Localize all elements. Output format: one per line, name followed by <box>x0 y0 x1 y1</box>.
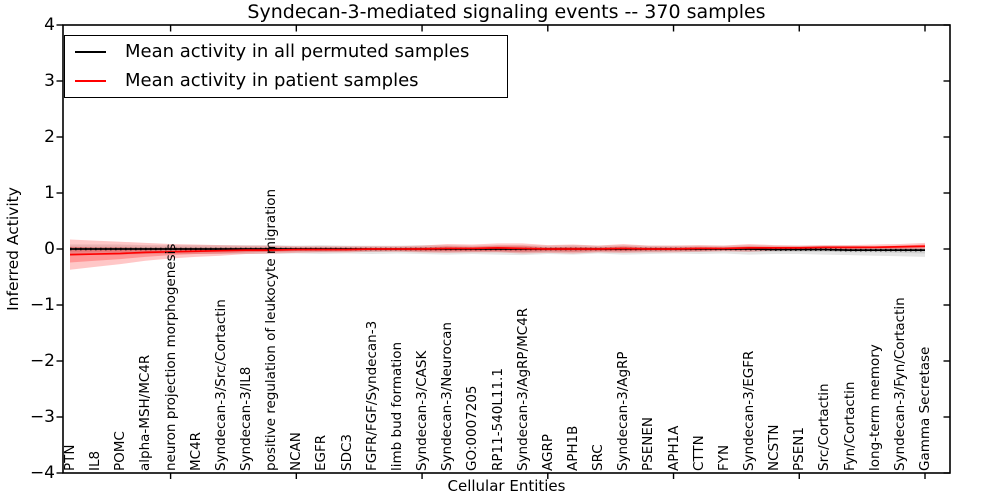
x-tick-label: PSEN1 <box>791 427 808 471</box>
legend-line-sample <box>75 80 106 83</box>
y-tick-label: 4 <box>44 15 55 35</box>
x-tick-label: Syndecan-3/AgRP/MC4R <box>514 307 531 471</box>
x-tick-label: IL8 <box>87 450 104 471</box>
x-tick-label: PTN <box>62 444 78 472</box>
legend-label: Mean activity in all permuted samples <box>125 40 470 62</box>
x-tick-label: POMC <box>112 431 129 471</box>
x-tick-label: AGRP <box>539 434 556 471</box>
y-tick-label: 3 <box>44 71 55 91</box>
x-tick-label: RP11-540L11.1 <box>489 368 506 471</box>
x-tick-label: SDC3 <box>338 434 355 471</box>
x-tick-label: Syndecan-3/AgRP <box>615 351 632 471</box>
x-tick-label: FGFR/FGF/Syndecan-3 <box>363 320 380 471</box>
x-tick-label: limb bud formation <box>388 341 405 471</box>
x-tick-label: CTTN <box>690 435 707 471</box>
legend-entry: Mean activity in patient samples <box>65 68 507 95</box>
x-tick-label: neuron projection morphogenesis <box>162 243 179 471</box>
x-tick-label: Syndecan-3/IL8 <box>238 366 255 471</box>
y-tick-label: 0 <box>44 239 55 259</box>
x-tick-label: Fyn/Cortactin <box>841 381 858 471</box>
y-tick-label: 1 <box>44 183 55 203</box>
chart-title: Syndecan-3-mediated signaling events -- … <box>247 1 766 23</box>
patient-samples-outer-band <box>70 239 925 270</box>
legend-entry: Mean activity in all permuted samples <box>65 38 507 65</box>
x-tick-label: Syndecan-3/Src/Cortactin <box>212 299 229 471</box>
mean-activity-in-all-permuted-samples-line <box>70 248 925 251</box>
legend-label: Mean activity in patient samples <box>125 70 419 92</box>
legend: Mean activity in all permuted samples Mea… <box>64 35 508 98</box>
x-tick-label: PSENEN <box>640 417 657 471</box>
x-tick-label: EGFR <box>313 434 330 471</box>
x-tick-label: SRC <box>590 444 607 471</box>
x-tick-label: Src/Cortactin <box>816 383 833 471</box>
x-tick-label: alpha-MSH/MC4R <box>137 354 154 471</box>
legend-line-sample <box>75 50 106 53</box>
x-tick-label: long-term memory <box>866 344 883 471</box>
x-tick-label: APH1A <box>665 425 682 471</box>
y-tick-label: −4 <box>29 463 55 483</box>
x-axis-label: Cellular Entities <box>447 477 566 495</box>
x-tick-label: NCAN <box>288 432 305 471</box>
x-tick-label: Syndecan-3/EGFR <box>740 350 757 471</box>
mean-activity-in-patient-samples-line <box>69 245 926 256</box>
x-tick-label: NCSTN <box>766 424 783 471</box>
y-tick-label: −1 <box>29 295 55 315</box>
x-tick-label: GO:0007205 <box>464 385 481 471</box>
x-tick-label: Syndecan-3/Neurocan <box>439 322 456 471</box>
x-tick-label: MC4R <box>187 431 204 471</box>
x-tick-label: positive regulation of leukocyte migrati… <box>263 188 280 471</box>
x-tick-label: Gamma Secretase <box>917 346 933 471</box>
x-tick-label: Syndecan-3/CASK <box>414 350 431 471</box>
y-tick-label: −2 <box>29 351 55 371</box>
x-tick-label: Syndecan-3/Fyn/Cortactin <box>891 297 908 471</box>
x-tick-label: FYN <box>715 444 732 471</box>
y-tick-label: −3 <box>29 407 55 427</box>
y-tick-label: 2 <box>44 127 55 147</box>
x-tick-label: APH1B <box>564 425 581 471</box>
